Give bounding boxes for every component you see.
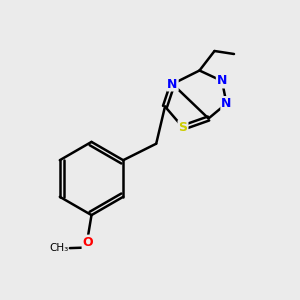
Text: N: N <box>217 74 227 88</box>
Text: CH₃: CH₃ <box>49 243 68 253</box>
Text: S: S <box>178 121 188 134</box>
Text: N: N <box>167 77 178 91</box>
Text: N: N <box>221 97 232 110</box>
Text: O: O <box>82 236 93 249</box>
